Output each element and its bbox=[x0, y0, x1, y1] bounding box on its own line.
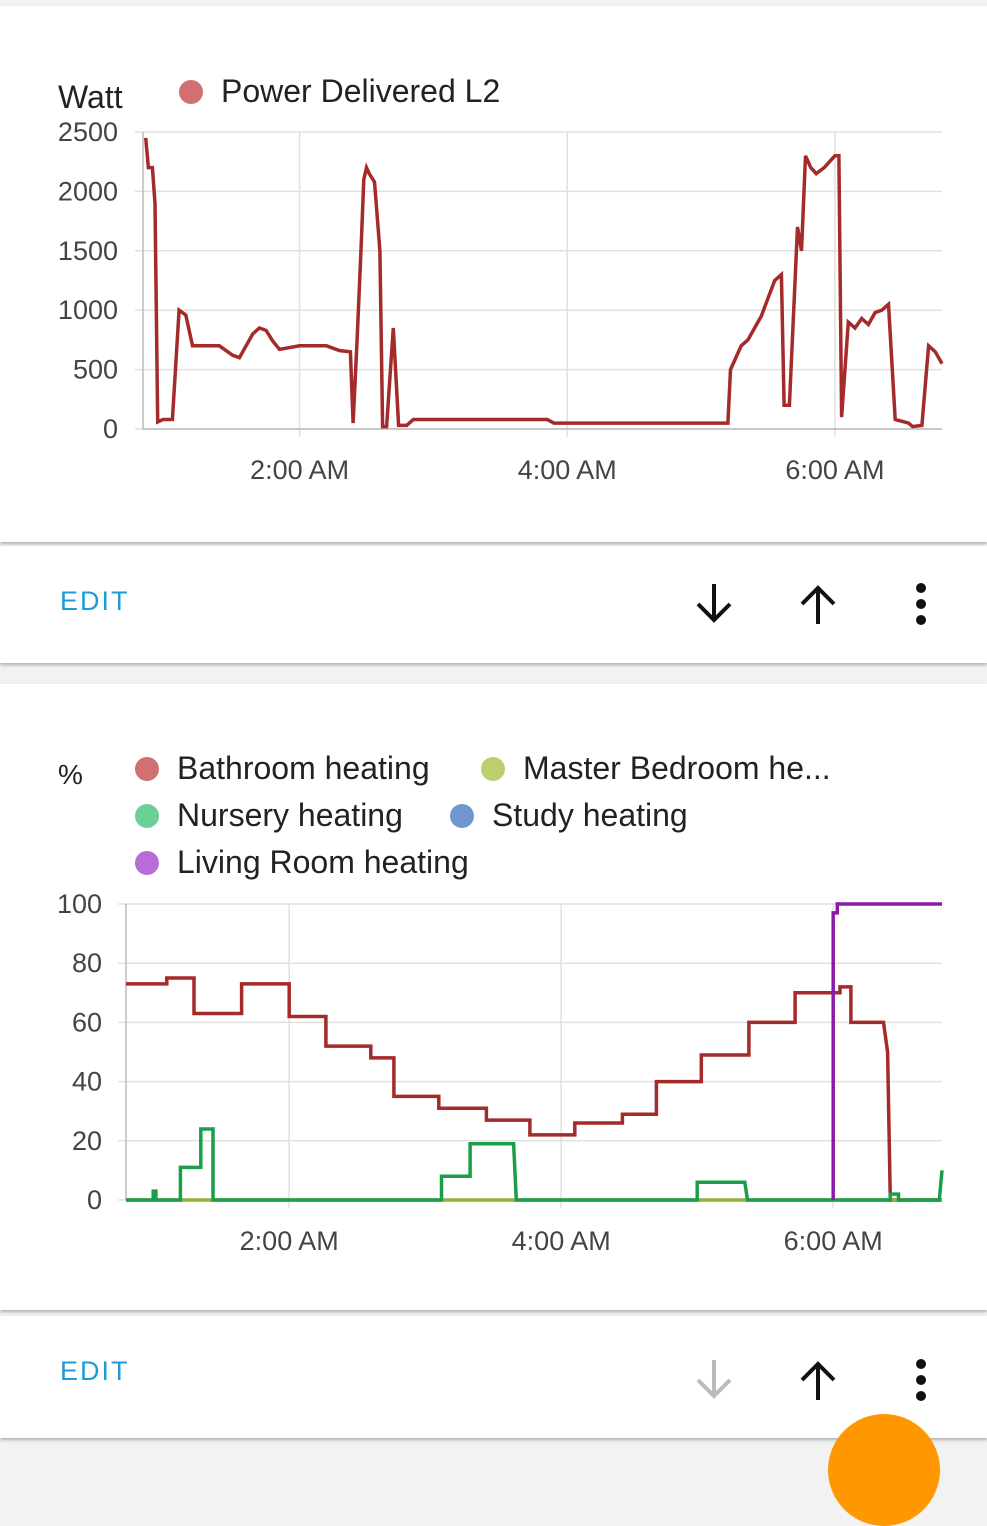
x-tick-label: 6:00 AM bbox=[785, 455, 884, 485]
card-actions-2: EDIT bbox=[0, 1316, 987, 1438]
series-line bbox=[143, 137, 944, 429]
legend-swatch bbox=[135, 804, 159, 828]
series-line bbox=[126, 1127, 944, 1202]
y-tick-label: 1000 bbox=[58, 295, 118, 325]
legend-swatch bbox=[481, 757, 505, 781]
card-actions-1: EDIT bbox=[0, 546, 987, 663]
x-tick-label: 2:00 AM bbox=[250, 455, 349, 485]
legend-label: Living Room heating bbox=[177, 844, 469, 880]
y-tick-label: 1500 bbox=[58, 236, 118, 266]
legend-label: Master Bedroom he... bbox=[523, 750, 831, 786]
heating-history-card: 100 80 60 40 20 0 2:00 AM 4:00 AM 6:00 AM% Bathro… bbox=[0, 684, 987, 1310]
legend-swatch bbox=[135, 851, 159, 875]
arrow-down-icon bbox=[690, 1352, 738, 1408]
more-vert-icon[interactable] bbox=[898, 1352, 946, 1408]
legend-label: Bathroom heating bbox=[177, 750, 430, 786]
series-line bbox=[126, 976, 942, 1202]
arrow-up-icon[interactable] bbox=[794, 576, 842, 632]
y-tick-label: 20 bbox=[72, 1126, 102, 1156]
y-axis-label: % bbox=[58, 759, 83, 790]
x-tick-label: 2:00 AM bbox=[240, 1226, 339, 1256]
power-history-card: 2500 2000 1500 1000 500 0 2:00 AM 4:00 AM 6:00 A… bbox=[0, 6, 987, 542]
y-tick-label: 60 bbox=[72, 1007, 102, 1037]
series-line bbox=[831, 902, 942, 1200]
power-chart: 2500 2000 1500 1000 500 0 2:00 AM 4:00 AM 6:00 A… bbox=[58, 73, 944, 485]
legend-label: Power Delivered L2 bbox=[221, 73, 500, 109]
add-icon[interactable] bbox=[828, 1414, 940, 1526]
y-tick-label: 0 bbox=[103, 414, 118, 444]
y-tick-label: 100 bbox=[57, 889, 102, 919]
legend-label: Study heating bbox=[492, 797, 688, 833]
x-tick-label: 6:00 AM bbox=[784, 1226, 883, 1256]
more-vert-icon[interactable] bbox=[898, 576, 946, 632]
legend-swatch bbox=[450, 804, 474, 828]
legend-label: Nursery heating bbox=[177, 797, 403, 833]
arrow-down-icon[interactable] bbox=[690, 576, 738, 632]
arrow-up-icon[interactable] bbox=[794, 1352, 842, 1408]
y-tick-label: 40 bbox=[72, 1067, 102, 1097]
edit-button[interactable]: EDIT bbox=[60, 586, 130, 616]
x-tick-label: 4:00 AM bbox=[512, 1226, 611, 1256]
edit-button[interactable]: EDIT bbox=[60, 1356, 130, 1386]
y-tick-label: 0 bbox=[87, 1185, 102, 1215]
y-tick-label: 2000 bbox=[58, 176, 118, 206]
x-tick-label: 4:00 AM bbox=[518, 455, 617, 485]
heating-chart: 100 80 60 40 20 0 2:00 AM 4:00 AM 6:00 AM% Bathro… bbox=[57, 750, 944, 1256]
legend-swatch bbox=[179, 80, 203, 104]
legend-swatch bbox=[135, 757, 159, 781]
y-axis-label: Watt bbox=[58, 79, 123, 115]
y-tick-label: 2500 bbox=[58, 117, 118, 147]
y-tick-label: 80 bbox=[72, 948, 102, 978]
y-tick-label: 500 bbox=[73, 355, 118, 385]
